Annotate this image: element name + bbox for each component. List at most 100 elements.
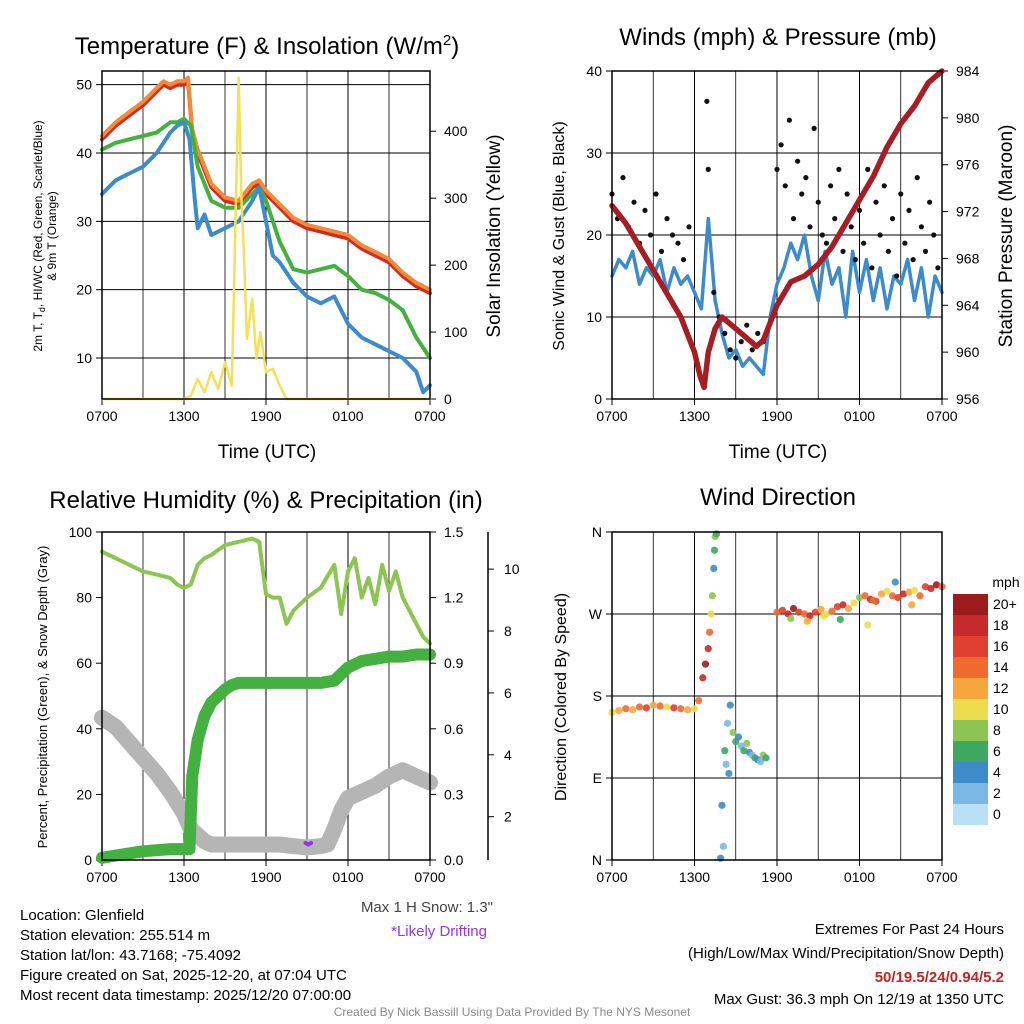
- direction-point: [861, 592, 869, 600]
- y2-tick-label: 1.5: [444, 524, 464, 540]
- legend-swatch: [953, 804, 988, 825]
- direction-point: [710, 564, 718, 573]
- y-tick-label: 20: [586, 227, 602, 243]
- direction-point: [877, 590, 886, 598]
- legend-label: 12: [993, 680, 1009, 696]
- gust-point: [686, 224, 692, 230]
- y-tick-label: 20: [76, 786, 92, 802]
- plot-border: [101, 70, 431, 400]
- y-tick-label: 0: [594, 391, 602, 407]
- direction-point: [828, 607, 836, 615]
- extremes-block: Extremes For Past 24 Hours (High/Low/Max…: [688, 918, 1004, 1010]
- y-tick-label: 20: [76, 282, 92, 298]
- direction-point: [773, 608, 781, 616]
- direction-point: [649, 701, 657, 709]
- insolation-ylabel: Solar Insolation (Yellow): [484, 134, 505, 337]
- y-tick-label: 40: [76, 145, 92, 161]
- direction-point: [932, 581, 941, 589]
- direction-point: [677, 705, 685, 713]
- station-info: Location: Glenfield Station elevation: 2…: [20, 906, 351, 1006]
- y2-tick-label: 976: [956, 157, 980, 173]
- x-tick-label: 0700: [414, 869, 445, 885]
- pressure-ylabel: Station Pressure (Maroon): [996, 125, 1017, 348]
- gust-point: [647, 232, 654, 238]
- gust-point: [910, 257, 916, 263]
- gust-point: [803, 175, 809, 181]
- humidity-title: Relative Humidity (%) & Precipitation (i…: [49, 487, 482, 514]
- humidity-ylabel: Percent, Precipitation (Green), & Snow D…: [35, 546, 50, 849]
- gust-point: [856, 207, 863, 213]
- x-tick-label: 1300: [168, 408, 199, 424]
- gust-point: [828, 183, 834, 189]
- y-tick-label: 60: [76, 655, 92, 671]
- y2-tick-label: 0.0: [444, 852, 464, 868]
- y2-tick-label: 964: [956, 297, 980, 313]
- direction-point: [803, 617, 811, 625]
- legend-swatch: [953, 720, 988, 741]
- gust-point: [738, 339, 744, 345]
- wind-direction-panel: Wind Direction 0700 1300 1900 0100 0700NESWN…: [553, 484, 1020, 885]
- direction-point: [894, 594, 902, 602]
- direction-point: [725, 769, 733, 778]
- direction-point: [927, 584, 935, 593]
- y3-tick-label: 4: [504, 747, 512, 763]
- y2-tick-label: 1.2: [444, 590, 464, 606]
- gust-point: [865, 166, 871, 172]
- gust-point: [861, 240, 867, 246]
- x-tick-label: 0100: [332, 408, 363, 424]
- gust-point: [927, 199, 933, 205]
- gust-point: [823, 240, 830, 246]
- gust-point: [931, 232, 937, 238]
- gust-point: [755, 330, 761, 336]
- gust-point: [906, 207, 912, 213]
- y3-tick-label: 2: [504, 809, 512, 825]
- direction-point: [855, 594, 864, 602]
- direction-point: [762, 754, 770, 762]
- direction-point: [684, 706, 692, 714]
- y2-tick-label: 300: [444, 190, 468, 206]
- direction-point: [910, 586, 919, 594]
- legend-label: 20+: [993, 596, 1017, 612]
- direction-point: [888, 592, 897, 600]
- temperature-title: Temperature (F) & Insolation (W/m2): [75, 32, 459, 60]
- x-tick-label: 0100: [844, 869, 875, 885]
- gust-point: [840, 248, 846, 254]
- direction-point: [800, 610, 809, 618]
- direction-point: [726, 701, 734, 709]
- legend-label: 0: [993, 806, 1001, 822]
- direction-point: [789, 604, 798, 613]
- direction-point: [899, 590, 908, 598]
- direction-point: [833, 603, 842, 611]
- direction-point: [850, 599, 858, 607]
- legend-swatch: [953, 678, 988, 699]
- gust-point: [844, 191, 850, 197]
- direction-point: [615, 706, 623, 715]
- station-elevation: Station elevation: 255.514 m: [20, 927, 211, 944]
- legend-swatch: [953, 594, 988, 615]
- legend-label: 18: [993, 617, 1009, 633]
- direction-point: [795, 608, 803, 616]
- y-tick-label: W: [589, 606, 603, 622]
- direction-point: [844, 604, 853, 613]
- direction-point: [701, 660, 710, 668]
- x-tick-label: 1300: [168, 869, 199, 885]
- gust-point: [774, 166, 780, 172]
- direction-point: [707, 610, 715, 618]
- direction-point: [817, 605, 825, 614]
- direction-point: [695, 696, 703, 705]
- gust-point: [680, 257, 687, 263]
- gust-point: [653, 191, 659, 197]
- plot-border: [611, 531, 943, 861]
- y-tick-label: 10: [586, 309, 602, 325]
- y3-tick-label: 6: [504, 685, 512, 701]
- gust-point: [704, 98, 710, 104]
- direction-point: [622, 705, 630, 713]
- gust-point: [885, 248, 891, 254]
- gust-point: [669, 232, 676, 238]
- direction-point: [642, 704, 650, 712]
- x-tick-label: 0100: [844, 408, 875, 424]
- direction-point: [708, 592, 716, 600]
- direction-point: [806, 612, 814, 620]
- y2-tick-label: 956: [956, 391, 980, 407]
- temperature-ylabel-line2: & 9m T (Orange): [45, 191, 59, 281]
